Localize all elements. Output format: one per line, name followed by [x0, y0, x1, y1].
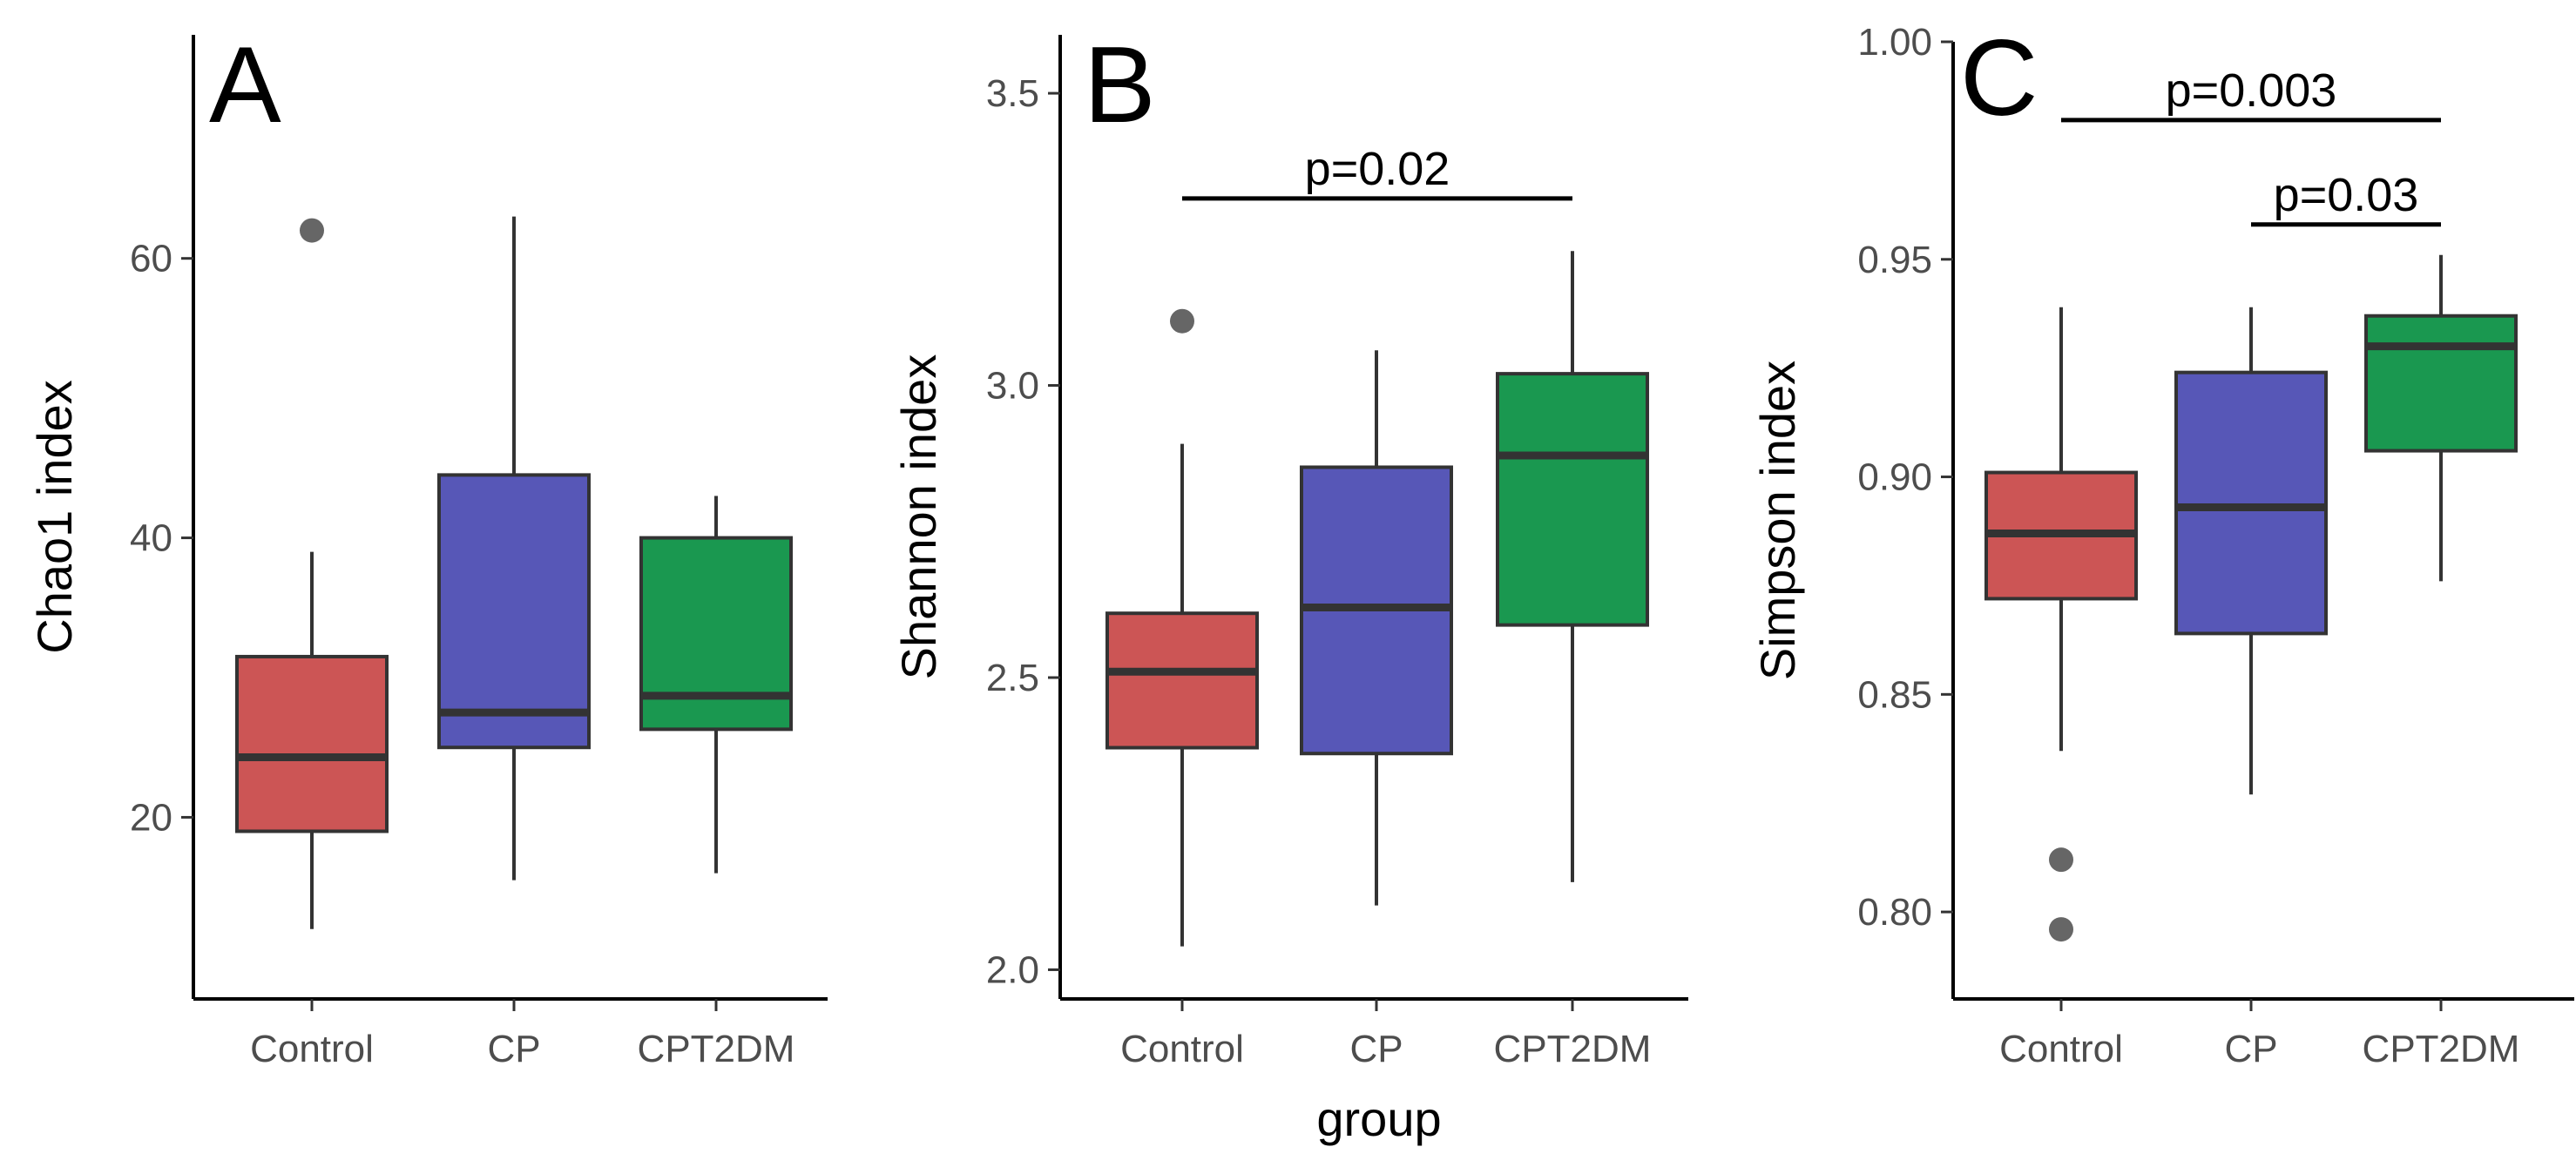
panel-letter: A	[209, 25, 281, 145]
y-tick-label: 0.95	[1857, 239, 1932, 281]
panel-c: 0.80 0.85 0.90 0.95 1.00 Control CP CPT2DM Simps…	[1750, 18, 2574, 1070]
box-cp	[1300, 350, 1453, 906]
panel-b: 2.0 2.5 3.0 3.5 Control CP CPT2DM Shannon index…	[891, 25, 1688, 1146]
y-tick-label: 20	[130, 796, 172, 839]
y-tick-label: 3.5	[986, 72, 1039, 115]
y-tick-label: 0.85	[1857, 673, 1932, 716]
y-axis-title: Chao1 index	[27, 380, 82, 653]
x-tick-label: CP	[1349, 1028, 1403, 1070]
x-tick-label: CPT2DM	[2363, 1028, 2520, 1070]
outlier-point	[2049, 917, 2073, 942]
box-cpt2dm	[2364, 254, 2518, 582]
x-axis-title: group	[1316, 1091, 1441, 1146]
box-cpt2dm	[1496, 251, 1649, 882]
panel-letter: B	[1084, 25, 1156, 145]
y-tick-label: 0.90	[1857, 456, 1932, 499]
box-control	[1984, 307, 2138, 942]
y-tick-label: 2.0	[986, 948, 1039, 991]
panels: 20 40 60 Control CP CPT2DM Chao1 index A 2.0 2.5 3…	[27, 18, 2574, 1146]
x-tick-label: Control	[1999, 1028, 2123, 1070]
x-tick-label: CP	[487, 1028, 540, 1070]
significance-label: p=0.02	[1305, 143, 1450, 195]
box-iqr	[235, 654, 389, 833]
box-iqr	[1105, 611, 1259, 750]
box-iqr	[2174, 370, 2328, 636]
significance-label: p=0.003	[2166, 64, 2337, 117]
panel-letter: C	[1960, 18, 2038, 138]
outlier-point	[300, 218, 324, 243]
x-tick-label: CPT2DM	[1494, 1028, 1652, 1070]
box-iqr	[2364, 314, 2518, 453]
y-tick-label: 1.00	[1857, 21, 1932, 64]
outlier-point	[2049, 847, 2073, 873]
x-tick-label: CPT2DM	[638, 1028, 795, 1070]
box-cpt2dm	[639, 496, 793, 874]
y-tick-label: 3.0	[986, 365, 1039, 408]
box-iqr	[437, 473, 591, 750]
box-control	[235, 218, 389, 929]
box-iqr	[1496, 372, 1649, 627]
x-tick-label: Control	[1120, 1028, 1244, 1070]
y-tick-label: 0.80	[1857, 891, 1932, 934]
box-iqr	[639, 536, 793, 732]
box-cp	[437, 216, 591, 880]
y-tick-label: 2.5	[986, 657, 1039, 699]
y-axis-title: Shannon index	[891, 354, 946, 680]
y-axis-title: Simpson index	[1750, 361, 1805, 680]
outlier-point	[1170, 308, 1194, 334]
y-tick-label: 40	[130, 517, 172, 560]
x-tick-label: CP	[2224, 1028, 2277, 1070]
box-control	[1105, 308, 1259, 947]
x-tick-label: Control	[250, 1028, 374, 1070]
y-tick-label: 60	[130, 238, 172, 280]
panel-a: 20 40 60 Control CP CPT2DM Chao1 index A	[27, 25, 828, 1070]
box-cp	[2174, 307, 2328, 795]
significance-label: p=0.03	[2274, 169, 2419, 221]
